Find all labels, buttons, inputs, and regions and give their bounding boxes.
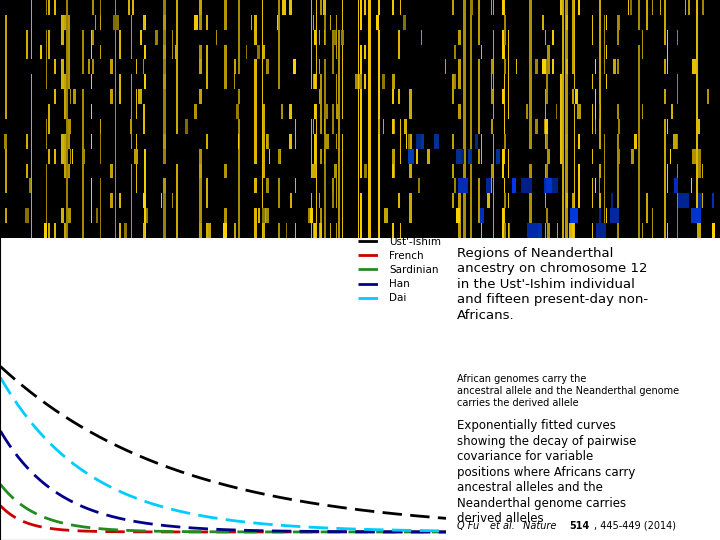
Text: Exponentially fitted curves
showing the decay of pairwise
covariance for variabl: Exponentially fitted curves showing the … — [457, 419, 636, 525]
Legend: Ust'-Ishim, French, Sardinian, Han, Dai: Ust'-Ishim, French, Sardinian, Han, Dai — [358, 237, 441, 303]
Text: Q Fu: Q Fu — [457, 521, 482, 531]
Text: 514: 514 — [570, 521, 590, 531]
Text: Nature: Nature — [521, 521, 559, 531]
Text: et al.: et al. — [490, 521, 515, 531]
Text: Regions of Neanderthal
ancestry on chromosome 12
in the Ust'-Ishim individual
an: Regions of Neanderthal ancestry on chrom… — [457, 247, 649, 322]
Text: African genomes carry the
ancestral allele and the Neanderthal genome
carries th: African genomes carry the ancestral alle… — [457, 374, 680, 408]
Text: , 445-449 (2014): , 445-449 (2014) — [594, 521, 676, 531]
